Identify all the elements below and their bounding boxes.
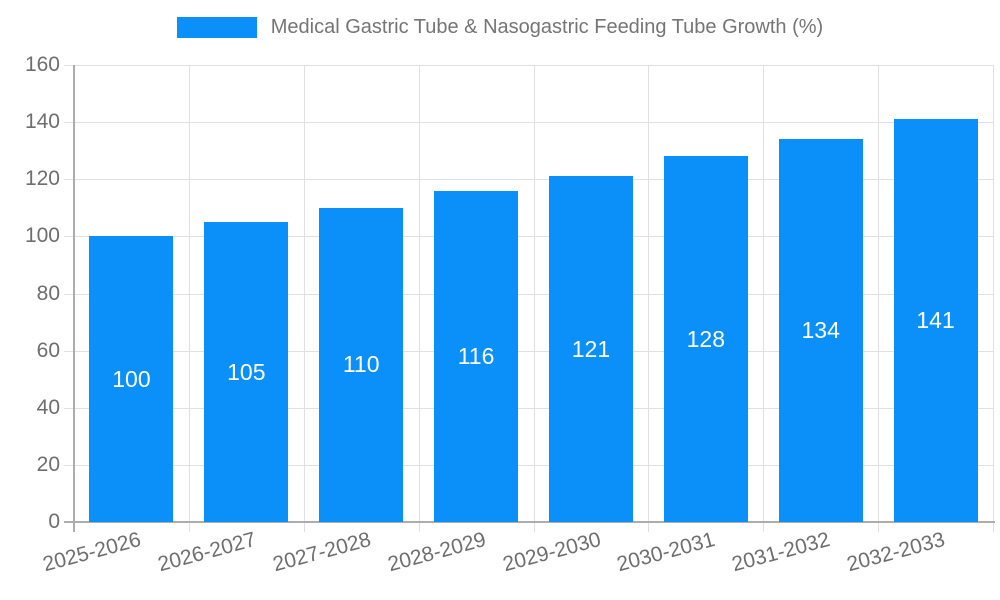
- y-axis-tick-label: 20: [36, 452, 60, 476]
- x-gridline: [303, 65, 305, 532]
- legend-series-label: Medical Gastric Tube & Nasogastric Feedi…: [270, 16, 824, 38]
- y-gridline: [64, 65, 993, 66]
- x-axis-tick-label: 2031-2032: [729, 528, 833, 577]
- y-axis-tick-label: 40: [36, 395, 60, 419]
- bar-value-label: 141: [916, 307, 955, 334]
- x-gridline: [993, 65, 994, 532]
- bar[interactable]: 100: [89, 236, 174, 522]
- bar-value-label: 116: [457, 342, 495, 369]
- x-axis-tick-label: 2026-2027: [155, 528, 259, 577]
- bar-value-label: 121: [571, 335, 611, 362]
- y-axis-tick-label: 60: [36, 338, 60, 362]
- y-gridline: [64, 350, 993, 352]
- y-gridline: [64, 179, 993, 181]
- bar[interactable]: 128: [663, 156, 748, 522]
- bar-value-label: 105: [227, 358, 266, 385]
- bar[interactable]: 134: [778, 139, 863, 522]
- y-axis-line: [73, 65, 75, 532]
- bar-value-label: 100: [112, 365, 151, 392]
- legend[interactable]: Medical Gastric Tube & Nasogastric Feedi…: [0, 16, 1000, 39]
- x-axis-line: [64, 521, 995, 523]
- y-axis-tick-label: 160: [24, 53, 60, 76]
- x-axis-tick-label: 2028-2029: [385, 528, 489, 577]
- legend-swatch[interactable]: [176, 17, 257, 38]
- bar[interactable]: 121: [548, 176, 633, 522]
- bar-value-label: 110: [342, 351, 380, 378]
- bar-value-label: 134: [801, 317, 840, 344]
- x-gridline: [878, 65, 880, 532]
- x-gridline: [533, 65, 535, 532]
- bar-value-label: 128: [686, 325, 725, 352]
- y-axis-tick-label: 80: [36, 281, 60, 305]
- y-gridline: [64, 464, 993, 466]
- y-axis-tick-label: 140: [24, 110, 60, 134]
- x-axis-tick-label: 2030-2031: [614, 528, 718, 577]
- y-axis-tick-label: 100: [24, 224, 60, 248]
- bar[interactable]: 141: [893, 119, 978, 522]
- x-gridline: [188, 65, 190, 532]
- y-gridline: [64, 236, 993, 238]
- y-gridline: [64, 122, 993, 124]
- y-axis-tick-label: 0: [48, 510, 60, 533]
- x-gridline: [648, 65, 650, 532]
- x-axis-tick-label: 2029-2030: [499, 528, 603, 577]
- y-gridline: [64, 293, 993, 295]
- y-gridline: [64, 407, 993, 409]
- x-gridline: [418, 65, 420, 532]
- x-axis-tick-label: 2032-2033: [844, 528, 948, 577]
- x-axis-tick-label: 2025-2026: [40, 528, 144, 577]
- x-gridline: [763, 65, 765, 532]
- bar[interactable]: 110: [319, 207, 404, 522]
- bar[interactable]: 105: [204, 222, 289, 522]
- bar[interactable]: 116: [434, 190, 519, 522]
- x-axis-tick-label: 2027-2028: [270, 528, 374, 577]
- y-axis-tick-label: 120: [24, 167, 60, 191]
